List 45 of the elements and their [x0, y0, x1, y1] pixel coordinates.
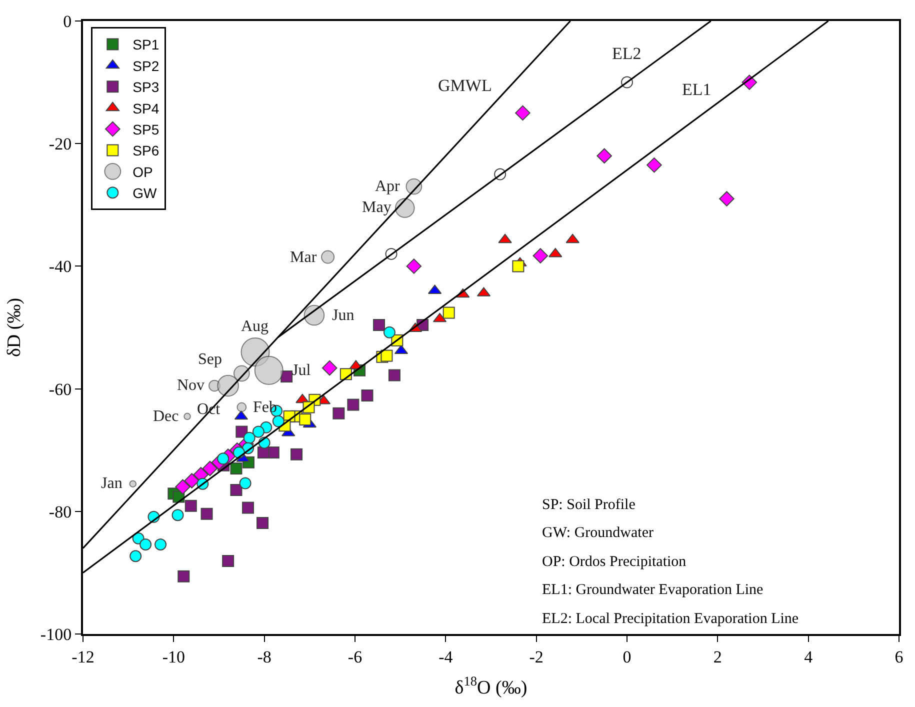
- y-axis-title: δD (‰): [4, 298, 25, 358]
- y-tick-label: -100: [40, 624, 72, 644]
- data-label: Jan: [101, 475, 122, 492]
- annotation: EL1: Groundwater Evaporation Line: [542, 582, 764, 598]
- data-label: Dec: [153, 408, 179, 425]
- x-tick-label: -4: [438, 647, 454, 666]
- y-tick-label: -80: [48, 502, 72, 522]
- legend-label: SP5: [132, 121, 160, 138]
- data-label: Jun: [332, 307, 354, 324]
- x-tick-label: -6: [348, 647, 362, 666]
- legend-label: GW: [132, 185, 158, 202]
- annotation: OP: Ordos Precipitation: [542, 554, 687, 570]
- legend-label: SP1: [132, 36, 160, 53]
- y-tick-label: 0: [63, 12, 72, 31]
- data-label: Apr: [375, 178, 401, 195]
- x-tick-label: 4: [804, 647, 814, 666]
- x-tick-label: 0: [622, 647, 632, 666]
- data-label: Sep: [198, 351, 222, 368]
- data-label: Nov: [177, 377, 205, 394]
- y-tick-label: -40: [48, 257, 72, 276]
- y-tick-label: -20: [48, 134, 72, 154]
- series-label: EL1: [682, 80, 712, 99]
- annotation: GW: Groundwater: [542, 525, 654, 541]
- data-label: Mar: [290, 249, 318, 266]
- legend-label: SP2: [132, 58, 160, 74]
- x-tick-label: 2: [713, 647, 722, 666]
- x-axis-title: δ$^{18}$O (‰): [454, 674, 528, 699]
- legend-label: SP6: [132, 142, 160, 159]
- legend-label: SP3: [132, 79, 160, 96]
- legend-label: SP4: [132, 100, 160, 116]
- x-tick-label: -2: [529, 647, 544, 666]
- annotation: EL2: Local Precipitation Evaporation Line: [542, 611, 799, 627]
- x-tick-label: -8: [257, 647, 272, 666]
- series-label: EL2: [612, 44, 642, 63]
- series-label: GMWL: [438, 76, 492, 95]
- data-label: Feb: [253, 399, 277, 416]
- x-tick-label: 6: [894, 647, 904, 666]
- legend-label: OP: [132, 164, 153, 180]
- annotation: SP: Soil Profile: [542, 497, 636, 513]
- data-label: Jul: [292, 362, 312, 379]
- x-tick-label: -10: [162, 647, 186, 666]
- data-label: May: [362, 199, 392, 216]
- x-tick-label: -12: [72, 647, 94, 666]
- data-label: Aug: [241, 318, 269, 335]
- y-tick-label: -60: [48, 380, 72, 399]
